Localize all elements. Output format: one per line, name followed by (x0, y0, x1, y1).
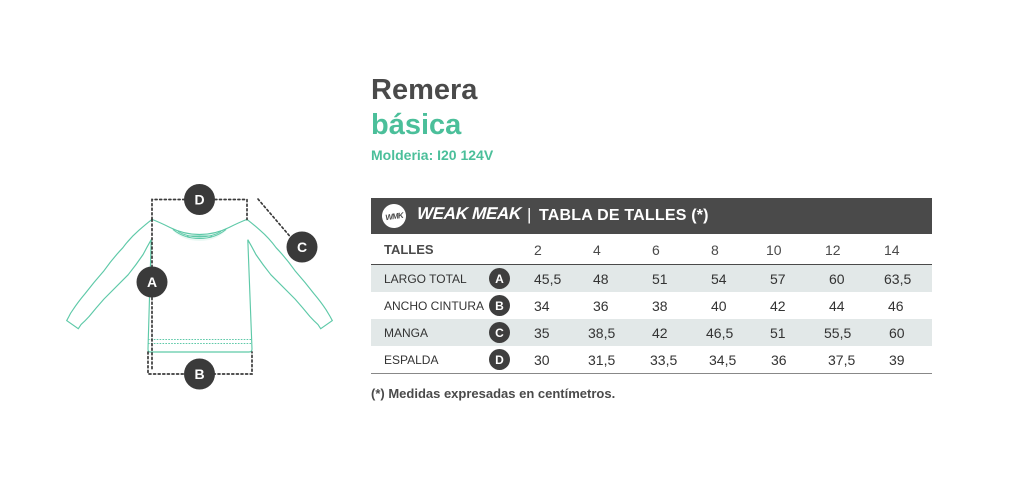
svg-text:A: A (147, 274, 157, 290)
svg-text:D: D (194, 191, 204, 207)
svg-text:B: B (194, 366, 204, 382)
svg-text:C: C (297, 239, 307, 255)
